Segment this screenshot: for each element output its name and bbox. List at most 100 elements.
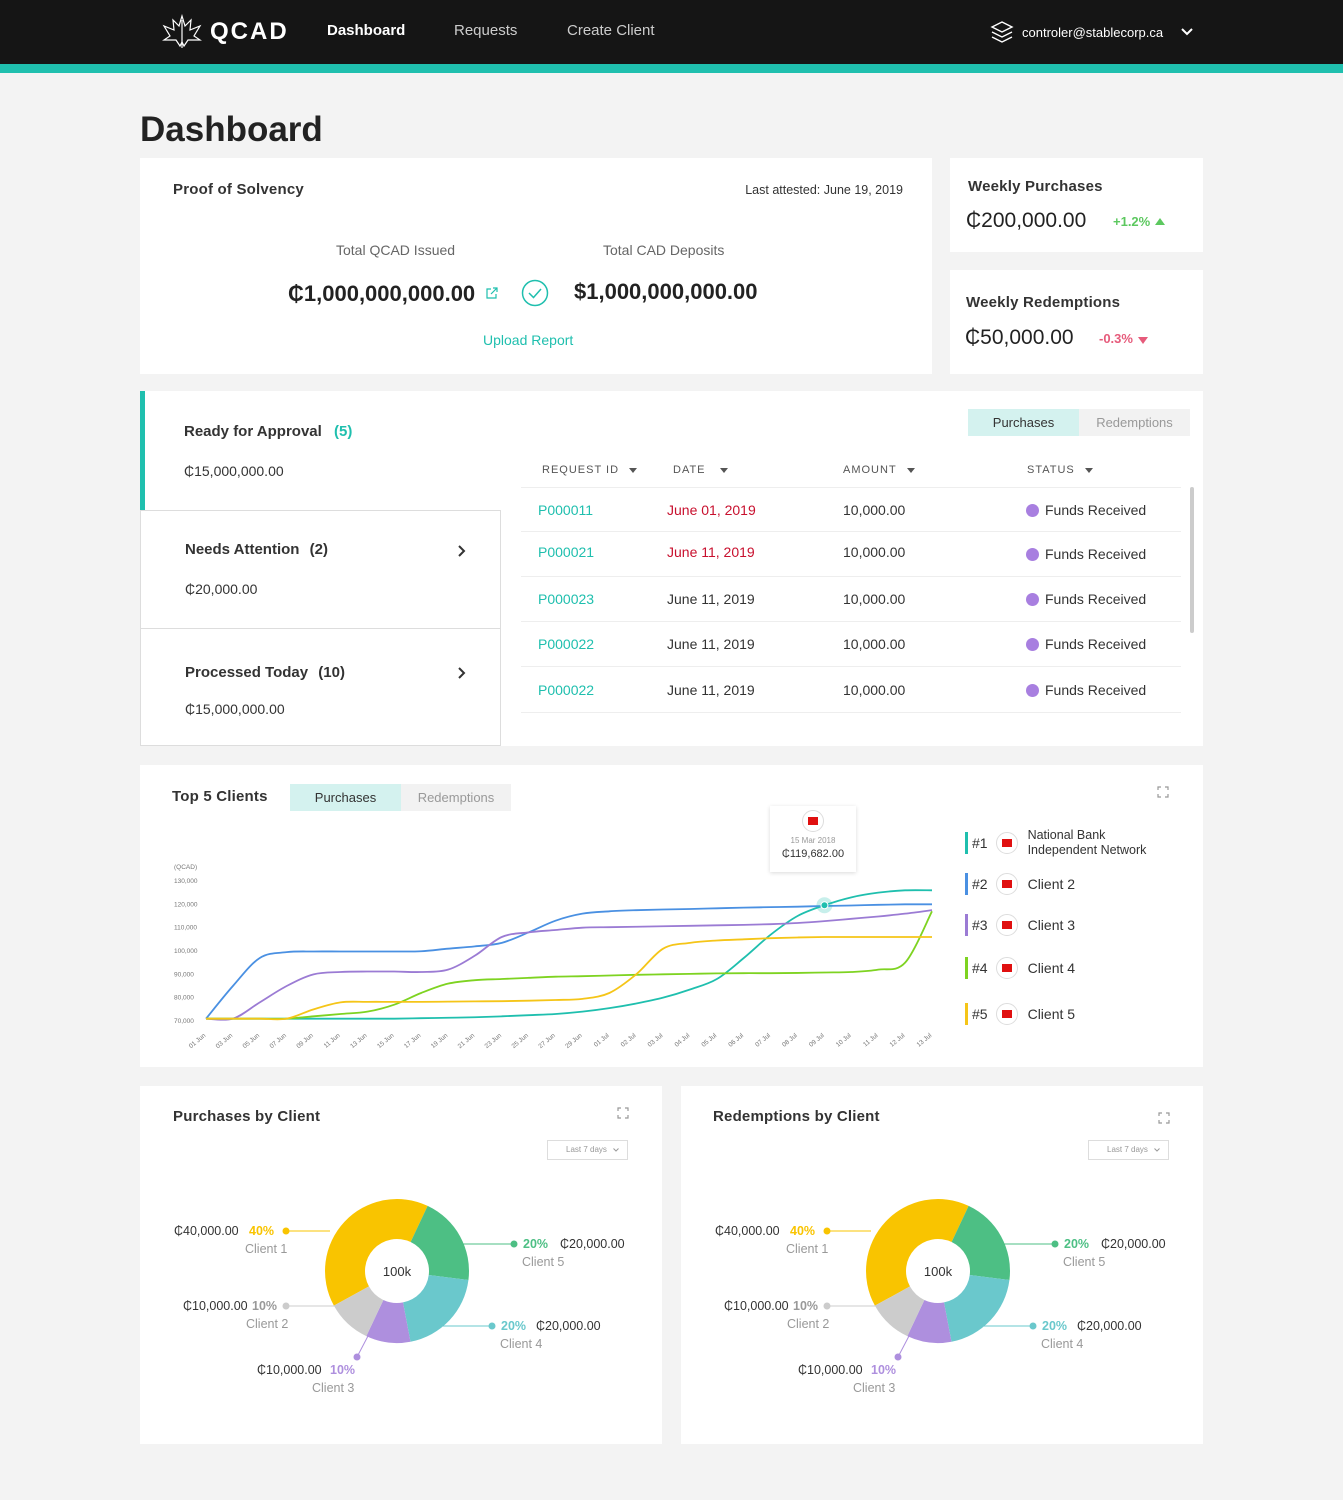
attention-count: (2) [309,541,328,558]
slice-amount: ₵40,000.00 [715,1224,780,1238]
chevron-right-icon[interactable] [458,545,466,557]
legend-item[interactable]: #3 Client 3 [965,914,1075,936]
legend-item[interactable]: #5 Client 5 [965,1003,1075,1025]
request-id-link[interactable]: P000021 [538,544,595,560]
slice-amount: ₵10,000.00 [724,1299,789,1313]
slice-amount: ₵20,000.00 [1101,1237,1166,1251]
status-dot [1026,683,1039,697]
period-dropdown[interactable]: Last 7 days [547,1140,628,1160]
expand-icon[interactable] [1157,786,1169,798]
request-date: June 11, 2019 [667,682,755,698]
column-date[interactable]: DATE [673,464,728,476]
tab-redemptions[interactable]: Redemptions [401,784,511,811]
column-request-id[interactable]: REQUEST ID [542,464,638,476]
column-status[interactable]: STATUS [1027,464,1093,476]
canada-flag-icon [995,957,1018,979]
legend-item[interactable]: #2 Client 2 [965,873,1075,895]
table-row[interactable]: P000022 June 11, 2019 10,000.00 Funds Re… [521,668,1181,713]
slice-percent: 10% [252,1299,277,1313]
slice-percent: 40% [790,1224,815,1238]
tab-redemptions[interactable]: Redemptions [1079,409,1190,436]
donut-slice[interactable] [943,1275,1010,1342]
request-id-link[interactable]: P000011 [538,502,594,518]
series-line [205,903,933,1020]
weekly-purchases-value: ₵200,000.00 [966,209,1087,232]
donut-slice[interactable] [366,1299,411,1343]
request-id-link[interactable]: P000022 [538,636,595,652]
canada-flag-icon [995,914,1018,936]
weekly-purchases-change-text: +1.2% [1113,214,1151,229]
highlight-point[interactable] [820,901,829,910]
donut-slice[interactable] [333,1286,384,1337]
request-id-link[interactable]: P000023 [538,591,595,607]
processed-count: (10) [318,664,345,681]
caret-down-icon [629,467,638,473]
legend-rank: #1 [972,835,988,851]
legend-item[interactable]: #1 National Bank Independent Network [965,828,1146,858]
ready-count: (5) [333,423,353,440]
request-id-link[interactable]: P000022 [538,682,595,698]
period-dropdown[interactable]: Last 7 days [1088,1140,1169,1160]
request-date: June 11, 2019 [667,544,755,560]
donut-slice[interactable] [866,1199,969,1306]
purchases-by-client-card: Purchases by Client Last 7 days 100k ₵40,… [140,1086,662,1444]
y-tick-label: 120,000 [174,901,198,908]
table-row[interactable]: P000023 June 11, 2019 10,000.00 Funds Re… [521,577,1181,622]
slice-client: Client 2 [246,1317,288,1331]
callout-dot [894,1353,902,1361]
callout-dot [1051,1240,1059,1248]
table-row[interactable]: P000021 June 11, 2019 10,000.00 Funds Re… [521,532,1181,577]
chevron-right-icon[interactable] [458,667,466,679]
logo-text: QCAD [210,18,289,45]
issued-value: ₵1,000,000,000.00 [288,281,476,306]
slice-client: Client 4 [1041,1337,1083,1351]
legend-color [965,914,968,936]
legend-color [965,832,968,854]
slice-percent: 10% [330,1363,355,1377]
user-menu[interactable]: controler@stablecorp.ca [990,20,1193,44]
caret-down-icon [1084,467,1093,473]
legend-item[interactable]: #4 Client 4 [965,957,1075,979]
column-amount[interactable]: AMOUNT [843,464,915,476]
user-email: controler@stablecorp.ca [1022,24,1164,40]
expand-icon[interactable] [1158,1112,1170,1124]
ready-for-approval-card[interactable]: Ready for Approval (5) ₵15,000,000.00 [140,391,501,510]
donut-slice[interactable] [402,1275,469,1342]
donut-slice[interactable] [874,1286,925,1337]
nav-create-client[interactable]: Create Client [567,22,655,39]
legend-name: Client 5 [1027,1006,1076,1022]
legend-color [965,873,968,895]
external-link-icon[interactable] [486,287,498,299]
nav-dashboard[interactable]: Dashboard [327,22,406,39]
processed-today-card[interactable]: Processed Today (10) ₵15,000,000.00 [140,628,501,746]
y-tick-label: 110,000 [174,925,197,932]
needs-attention-card[interactable]: Needs Attention (2) ₵20,000.00 [140,510,501,629]
chart-tooltip: 15 Mar 2018 ₵119,682.00 [770,806,856,872]
table-row[interactable]: P000011 June 01, 2019 10,000.00 Funds Re… [521,487,1181,532]
request-status: Funds Received [1026,502,1146,518]
y-tick-label: 100,000 [174,948,198,955]
slice-client: Client 4 [500,1337,542,1351]
logo[interactable]: QCAD [160,14,289,50]
callout-line [897,1335,910,1358]
weekly-redemptions-change-text: -0.3% [1099,331,1133,346]
x-tick-label: 09 Jul [808,1032,826,1049]
callout-dot [282,1227,290,1235]
header-amount: AMOUNT [843,464,897,476]
upload-report-link[interactable]: Upload Report [483,332,574,348]
weekly-redemptions-value: ₵50,000.00 [965,326,1074,349]
tab-purchases[interactable]: Purchases [968,409,1079,436]
donut-slice[interactable] [410,1205,469,1281]
tab-purchases[interactable]: Purchases [290,784,401,811]
table-row[interactable]: P000022 June 11, 2019 10,000.00 Funds Re… [521,622,1181,667]
nav-requests[interactable]: Requests [454,22,518,39]
donut-slice[interactable] [325,1199,428,1306]
header-request-id: REQUEST ID [542,464,620,476]
x-tick-label: 01 Jul [593,1032,611,1049]
legend-name-line2: Independent Network [1027,843,1147,857]
donut-slice[interactable] [951,1205,1010,1281]
expand-icon[interactable] [617,1107,629,1119]
proof-of-solvency-card: Proof of Solvency Last attested: June 19… [140,158,932,374]
table-scrollbar[interactable] [1190,487,1194,633]
donut-slice[interactable] [907,1299,952,1343]
